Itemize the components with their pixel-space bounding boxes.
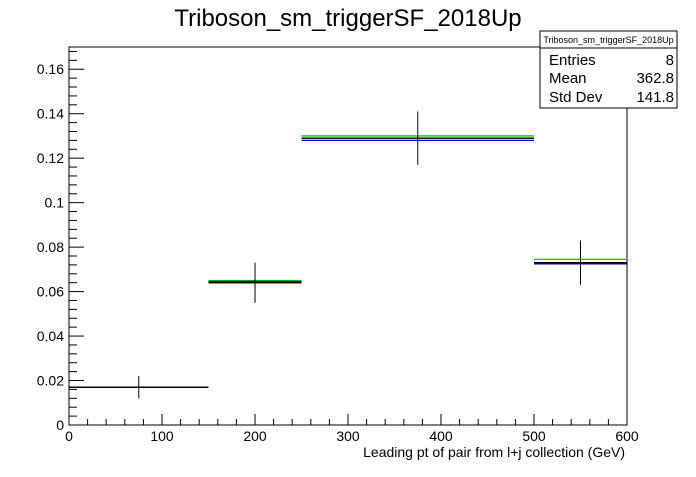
y-tick-label: 0.14 <box>37 106 64 122</box>
y-tick-label: 0.12 <box>37 150 64 166</box>
data-point <box>69 376 209 399</box>
x-tick-label: 300 <box>336 428 360 444</box>
data-point <box>301 111 534 165</box>
data-point <box>208 262 302 303</box>
x-tick-label: 200 <box>243 428 267 444</box>
stats-mean-value: 362.8 <box>636 70 674 87</box>
y-tick-label: 0.04 <box>37 328 64 344</box>
x-tick-label: 600 <box>615 428 639 444</box>
y-tick-label: 0.08 <box>37 239 64 255</box>
stats-entries-value: 8 <box>666 52 674 69</box>
stats-box: Triboson_sm_triggerSF_2018Up Entries 8 M… <box>539 30 678 109</box>
y-tick-label: 0.1 <box>45 195 65 211</box>
y-tick-label: 0 <box>56 417 64 433</box>
axes: 0 100 200 300 400 500 600 0 0.02 0.04 0.06 0.08 0.1 0… <box>37 46 639 444</box>
data-point <box>534 240 627 285</box>
y-tick-label: 0.02 <box>37 373 64 389</box>
stats-box-title: Triboson_sm_triggerSF_2018Up <box>543 35 673 45</box>
overlay-series-0 <box>69 135 627 388</box>
x-tick-label: 400 <box>429 428 453 444</box>
stats-mean-label: Mean <box>549 70 587 87</box>
stats-entries-label: Entries <box>549 52 596 69</box>
overlay-series-1 <box>69 139 627 388</box>
data-series <box>69 111 627 399</box>
x-axis-label: Leading pt of pair from l+j collection (… <box>363 444 625 460</box>
chart-title: Triboson_sm_triggerSF_2018Up <box>174 5 521 32</box>
stats-stddev-label: Std Dev <box>549 89 603 106</box>
x-tick-label: 500 <box>522 428 546 444</box>
y-tick-label: 0.16 <box>37 61 64 77</box>
stats-box-frame <box>539 30 678 109</box>
y-tick-label: 0.06 <box>37 284 64 300</box>
stats-stddev-value: 141.8 <box>636 89 674 106</box>
x-tick-label: 0 <box>65 428 73 444</box>
x-tick-label: 100 <box>150 428 174 444</box>
